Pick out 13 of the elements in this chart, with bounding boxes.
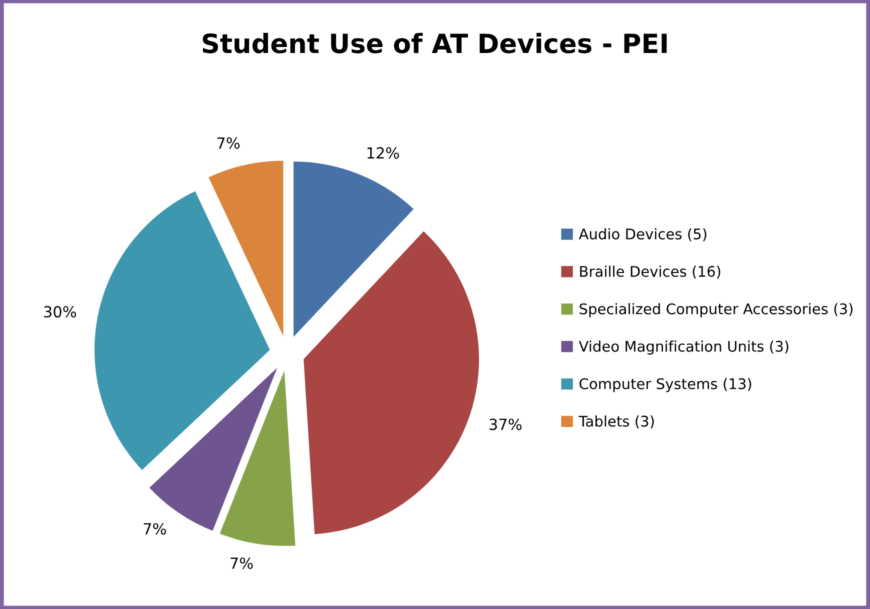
data-label: 7%: [230, 557, 253, 569]
data-label: 7%: [144, 523, 166, 535]
legend-label: Audio Devices (5): [578, 228, 706, 242]
legend-label: Specialized Computer Accessories (3): [580, 303, 852, 318]
data-label: 12%: [368, 147, 399, 159]
legend-label: Video Magnification Units (3): [578, 340, 788, 355]
legend-label: Computer Systems (13): [580, 378, 752, 392]
data-label: 7%: [217, 137, 240, 149]
chart-title: Student Use of AT Devices - PEI: [202, 32, 667, 54]
legend-label: Braille Devices (16): [580, 266, 720, 279]
legend-label: Tablets (3): [578, 415, 654, 428]
data-label: 30%: [44, 306, 76, 318]
data-label: 37%: [490, 418, 522, 430]
